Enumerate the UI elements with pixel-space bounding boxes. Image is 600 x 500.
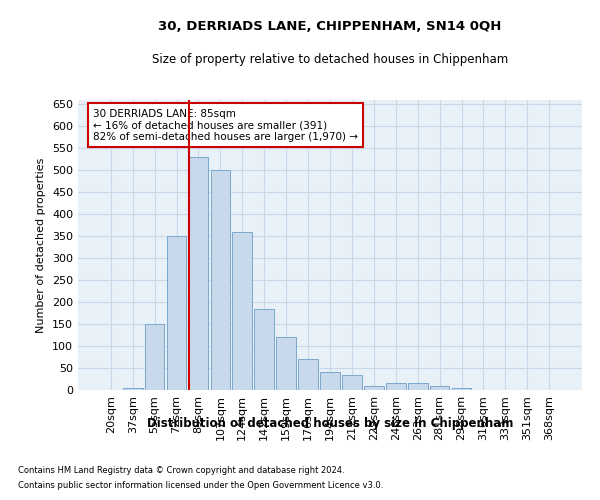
Bar [167, 236, 187, 390]
Text: Distribution of detached houses by size in Chippenham: Distribution of detached houses by size … [147, 418, 513, 430]
Bar [123, 388, 143, 390]
Bar [386, 384, 406, 390]
Bar [211, 170, 230, 390]
Bar [188, 157, 208, 390]
Bar [342, 374, 362, 390]
Bar [276, 338, 296, 390]
Bar [254, 308, 274, 390]
Text: 30, DERRIADS LANE, CHIPPENHAM, SN14 0QH: 30, DERRIADS LANE, CHIPPENHAM, SN14 0QH [158, 20, 502, 33]
Bar [298, 359, 318, 390]
Text: 30 DERRIADS LANE: 85sqm
← 16% of detached houses are smaller (391)
82% of semi-d: 30 DERRIADS LANE: 85sqm ← 16% of detache… [93, 108, 358, 142]
Bar [364, 386, 384, 390]
Text: Size of property relative to detached houses in Chippenham: Size of property relative to detached ho… [152, 52, 508, 66]
Bar [408, 384, 428, 390]
Bar [320, 372, 340, 390]
Bar [430, 386, 449, 390]
Text: Contains HM Land Registry data © Crown copyright and database right 2024.: Contains HM Land Registry data © Crown c… [18, 466, 344, 475]
Text: Contains public sector information licensed under the Open Government Licence v3: Contains public sector information licen… [18, 481, 383, 490]
Y-axis label: Number of detached properties: Number of detached properties [37, 158, 46, 332]
Bar [145, 324, 164, 390]
Bar [452, 388, 472, 390]
Bar [232, 232, 252, 390]
